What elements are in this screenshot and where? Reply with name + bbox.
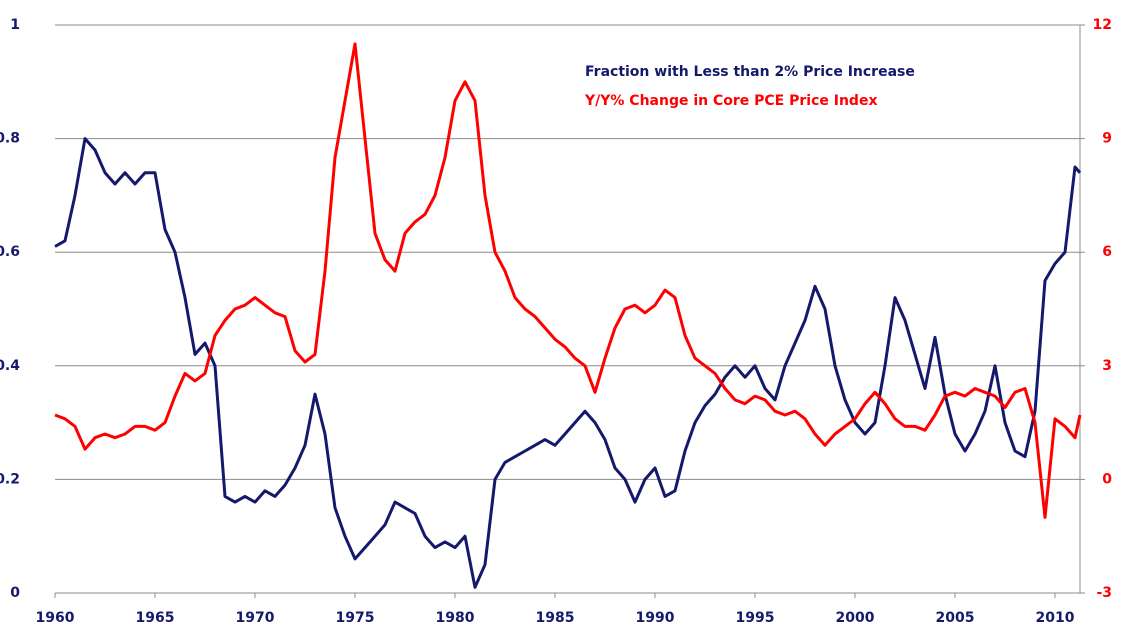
x-tick-label: 1980 xyxy=(436,610,475,626)
y2-tick-label: 6 xyxy=(1102,244,1112,260)
x-tick-label: 2005 xyxy=(936,610,975,626)
legend-entry: Y/Y% Change in Core PCE Price Index xyxy=(584,93,877,109)
x-tick-label: 1995 xyxy=(736,610,775,626)
y-tick-label: 0.6 xyxy=(0,244,20,260)
y-tick-label: 0.8 xyxy=(0,131,20,147)
y2-tick-label: -3 xyxy=(1096,585,1112,601)
y2-tick-label: 0 xyxy=(1102,471,1112,487)
x-tick-label: 1975 xyxy=(336,610,375,626)
y-tick-label: 0 xyxy=(10,585,20,601)
series-line xyxy=(54,42,1082,519)
series-line xyxy=(54,137,1082,589)
y2-tick-label: 9 xyxy=(1102,131,1112,147)
y-tick-label: 0.4 xyxy=(0,358,20,374)
x-tick-label: 2010 xyxy=(1036,610,1075,626)
x-tick-label: 2000 xyxy=(836,610,875,626)
y-tick-label: 1 xyxy=(10,17,20,33)
x-tick-label: 1965 xyxy=(136,610,175,626)
x-tick-label: 1960 xyxy=(36,610,75,626)
y2-tick-label: 12 xyxy=(1093,17,1112,33)
y2-tick-label: 3 xyxy=(1102,358,1112,374)
y-tick-label: 0.2 xyxy=(0,471,20,487)
x-tick-label: 1970 xyxy=(236,610,275,626)
x-tick-label: 1990 xyxy=(636,610,675,626)
x-tick-label: 1985 xyxy=(536,610,575,626)
legend-entry: Fraction with Less than 2% Price Increas… xyxy=(585,64,915,80)
